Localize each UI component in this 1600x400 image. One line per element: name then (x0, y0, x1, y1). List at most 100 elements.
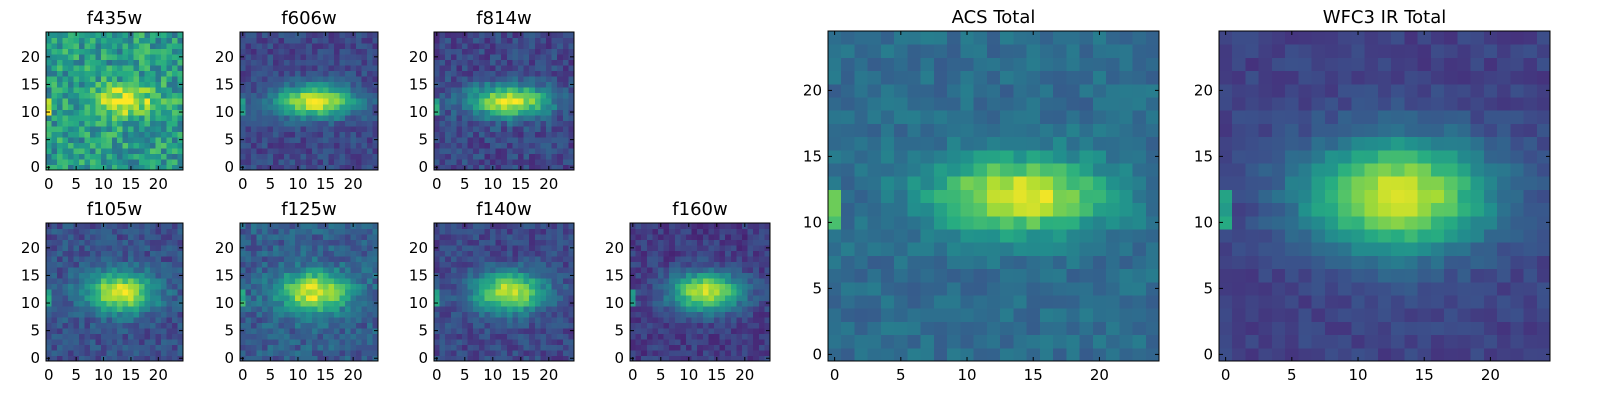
heatmap-cell (747, 305, 754, 312)
heatmap-cell (251, 147, 258, 154)
heatmap-cell (62, 256, 69, 263)
heatmap-cell (128, 283, 135, 290)
heatmap-cell (920, 321, 935, 336)
heatmap-cell (562, 87, 569, 94)
heatmap-cell (355, 142, 362, 149)
heatmap-cell (478, 250, 485, 257)
heatmap-cell (328, 349, 335, 356)
heatmap-cell (462, 234, 469, 241)
heatmap-cell (467, 54, 474, 61)
heatmap-cell (907, 321, 922, 336)
heatmap-cell (295, 267, 302, 274)
heatmap-cell (339, 223, 346, 230)
heatmap-cell (273, 114, 280, 121)
heatmap-cell (366, 92, 373, 99)
heatmap-cell (1132, 229, 1147, 243)
heatmap-cell (478, 338, 485, 345)
heatmap-cell (484, 300, 491, 307)
heatmap-cell (439, 65, 446, 72)
heatmap-cell (529, 322, 536, 329)
heatmap-cell (663, 300, 670, 307)
heatmap-cell (155, 305, 162, 312)
heatmap-cell (122, 355, 129, 362)
heatmap-cell (450, 70, 457, 77)
axes-frame (239, 31, 379, 171)
x-tick-label: 5 (460, 366, 470, 384)
heatmap-cell (251, 76, 258, 83)
heatmap-cell (495, 256, 502, 263)
heatmap-cell (366, 283, 373, 290)
heatmap-cell (333, 147, 340, 154)
heatmap-cell (339, 43, 346, 50)
heatmap-cell (311, 338, 318, 345)
heatmap-cell (372, 294, 379, 301)
heatmap-cell (84, 65, 91, 72)
heatmap-cell (355, 76, 362, 83)
heatmap-cell (339, 81, 346, 88)
heatmap-cell (478, 81, 485, 88)
heatmap-cell (708, 261, 715, 268)
heatmap-cell (473, 311, 480, 318)
heatmap-cell (867, 242, 882, 256)
heatmap-cell (245, 158, 252, 165)
heatmap-cell (546, 59, 553, 66)
heatmap-cell (289, 59, 296, 66)
heatmap-cell (506, 81, 513, 88)
heatmap-cell (484, 37, 491, 44)
heatmap-cell (512, 234, 519, 241)
heatmap-cell (122, 98, 129, 105)
heatmap-cell (551, 283, 558, 290)
heatmap-cell (267, 147, 274, 154)
heatmap-cell (557, 316, 564, 323)
heatmap-cell (495, 289, 502, 296)
heatmap-cell (111, 76, 118, 83)
heatmap-cell (172, 103, 179, 110)
heatmap-cell (680, 245, 687, 252)
heatmap-cell (753, 234, 760, 241)
x-tick-label: 5 (266, 175, 276, 193)
heatmap-cell (284, 125, 291, 132)
heatmap-cell (680, 250, 687, 257)
heatmap-cell (512, 272, 519, 279)
heatmap-cell (161, 142, 168, 149)
heatmap-cell (84, 153, 91, 160)
x-tick-label: 20 (149, 366, 168, 384)
heatmap-cell (128, 289, 135, 296)
heatmap-cell (434, 131, 441, 138)
heatmap-cell (317, 228, 324, 235)
heatmap-cell (355, 228, 362, 235)
heatmap-cell (456, 136, 463, 143)
heatmap-cell (551, 261, 558, 268)
heatmap-cell (300, 239, 307, 246)
heatmap-cell (251, 48, 258, 55)
heatmap-cell (736, 256, 743, 263)
heatmap-cell (300, 327, 307, 334)
heatmap-cell (273, 120, 280, 127)
heatmap-cell (78, 120, 85, 127)
heatmap-cell (46, 43, 52, 50)
heatmap-cell (155, 256, 162, 263)
heatmap-cell (714, 272, 721, 279)
heatmap-cell (439, 147, 446, 154)
heatmap-cell (434, 228, 441, 235)
heatmap-cell (95, 256, 102, 263)
heatmap-cell (512, 223, 519, 230)
heatmap-cell (128, 120, 135, 127)
heatmap-cell (240, 120, 247, 127)
heatmap-cell (730, 267, 737, 274)
heatmap-cell (445, 48, 452, 55)
heatmap-cell (84, 81, 91, 88)
heatmap-cell (317, 142, 324, 149)
heatmap-cell (551, 305, 558, 312)
heatmap-cell (161, 65, 168, 72)
heatmap-cell (289, 136, 296, 143)
heatmap-cell (1066, 229, 1081, 243)
heatmap-cell (753, 278, 760, 285)
heatmap-cell (117, 120, 124, 127)
heatmap-cell (434, 338, 441, 345)
heatmap-cell (267, 322, 274, 329)
heatmap-cell (333, 267, 340, 274)
heatmap-cell (355, 59, 362, 66)
heatmap-cell (495, 81, 502, 88)
heatmap-cell (355, 294, 362, 301)
